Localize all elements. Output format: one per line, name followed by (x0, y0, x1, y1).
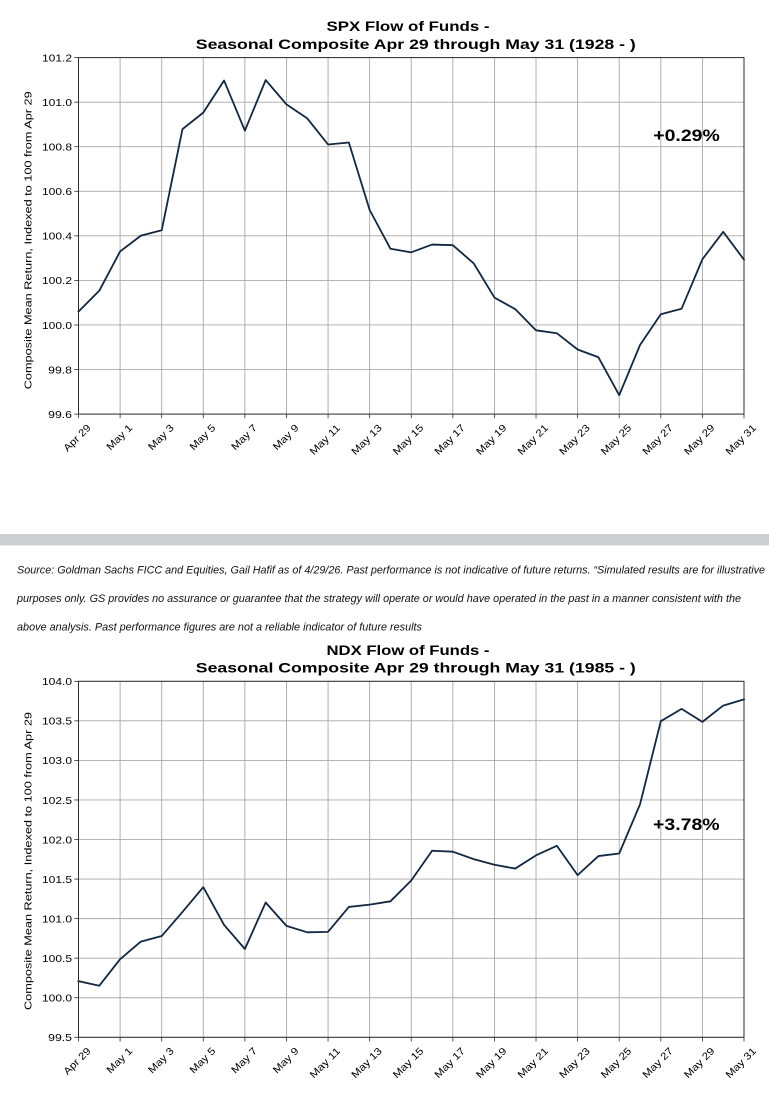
svg-text:May 23: May 23 (558, 1046, 593, 1081)
svg-text:May 7: May 7 (230, 1046, 260, 1076)
svg-text:Seasonal Composite Apr 29 thro: Seasonal Composite Apr 29 through May 31… (196, 37, 636, 52)
svg-text:100.4: 100.4 (42, 231, 72, 243)
svg-text:May 19: May 19 (474, 1046, 509, 1081)
svg-text:May 15: May 15 (391, 422, 426, 457)
svg-text:99.6: 99.6 (48, 409, 72, 421)
svg-text:99.5: 99.5 (48, 1032, 72, 1044)
svg-text:103.0: 103.0 (42, 755, 72, 767)
svg-text:Apr 29: Apr 29 (62, 422, 94, 454)
svg-text:100.8: 100.8 (42, 142, 72, 154)
svg-text:May 29: May 29 (682, 422, 717, 457)
svg-text:May 17: May 17 (433, 422, 468, 457)
svg-text:May 3: May 3 (146, 422, 176, 452)
svg-text:102.0: 102.0 (42, 834, 72, 846)
svg-text:May 21: May 21 (516, 422, 551, 457)
svg-text:May 31: May 31 (724, 422, 759, 457)
svg-text:100.0: 100.0 (42, 320, 72, 332)
svg-text:Composite Mean Return, Indexed: Composite Mean Return, Indexed to 100 fr… (24, 91, 35, 390)
svg-text:May 5: May 5 (188, 1046, 218, 1076)
svg-text:May 11: May 11 (308, 422, 343, 457)
svg-text:May 23: May 23 (558, 422, 593, 457)
svg-text:May 11: May 11 (308, 1046, 343, 1081)
svg-text:100.6: 100.6 (42, 186, 72, 198)
svg-text:101.5: 101.5 (42, 874, 72, 886)
svg-text:May 5: May 5 (188, 422, 218, 452)
svg-text:101.2: 101.2 (42, 52, 72, 64)
svg-text:May 13: May 13 (350, 422, 385, 457)
svg-text:May 15: May 15 (391, 1046, 426, 1081)
svg-text:May 7: May 7 (230, 422, 260, 452)
svg-text:May 13: May 13 (350, 1046, 385, 1081)
svg-text:101.0: 101.0 (42, 913, 72, 925)
svg-text:above analysis. Past performan: above analysis. Past performance figures… (17, 622, 422, 634)
svg-text:May 19: May 19 (474, 422, 509, 457)
svg-text:101.0: 101.0 (42, 97, 72, 109)
svg-text:May 27: May 27 (641, 422, 676, 457)
svg-text:100.2: 100.2 (42, 275, 72, 287)
svg-text:May 25: May 25 (599, 422, 634, 457)
svg-text:Apr 29: Apr 29 (62, 1046, 94, 1078)
svg-text:100.5: 100.5 (42, 953, 72, 965)
svg-text:100.0: 100.0 (42, 993, 72, 1005)
svg-text:May 25: May 25 (599, 1046, 634, 1081)
svg-text:Source: Goldman Sachs FICC and: Source: Goldman Sachs FICC and Equities,… (17, 565, 765, 577)
svg-text:May 9: May 9 (271, 422, 301, 452)
svg-text:May 17: May 17 (433, 1046, 468, 1081)
svg-text:+3.78%: +3.78% (653, 816, 720, 834)
svg-text:May 31: May 31 (724, 1046, 759, 1081)
svg-text:May 9: May 9 (271, 1046, 301, 1076)
svg-text:99.8: 99.8 (48, 364, 72, 376)
svg-text:103.5: 103.5 (42, 716, 72, 728)
svg-text:May 27: May 27 (641, 1046, 676, 1081)
svg-text:Composite Mean Return, Indexed: Composite Mean Return, Indexed to 100 fr… (24, 711, 35, 1010)
svg-text:+0.29%: +0.29% (653, 127, 720, 145)
svg-text:May 3: May 3 (146, 1046, 176, 1076)
svg-text:102.5: 102.5 (42, 795, 72, 807)
svg-text:SPX Flow of Funds -: SPX Flow of Funds - (327, 19, 490, 34)
svg-text:104.0: 104.0 (42, 676, 72, 688)
svg-text:NDX Flow of Funds -: NDX Flow of Funds - (327, 643, 490, 658)
svg-text:May 21: May 21 (516, 1046, 551, 1081)
svg-text:May 29: May 29 (682, 1046, 717, 1081)
svg-text:May 1: May 1 (105, 1046, 135, 1076)
svg-text:purposes only. GS provides no: purposes only. GS provides no assurance … (16, 593, 741, 605)
svg-text:May 1: May 1 (105, 422, 135, 452)
svg-text:Seasonal Composite Apr 29 thro: Seasonal Composite Apr 29 through May 31… (196, 660, 636, 675)
